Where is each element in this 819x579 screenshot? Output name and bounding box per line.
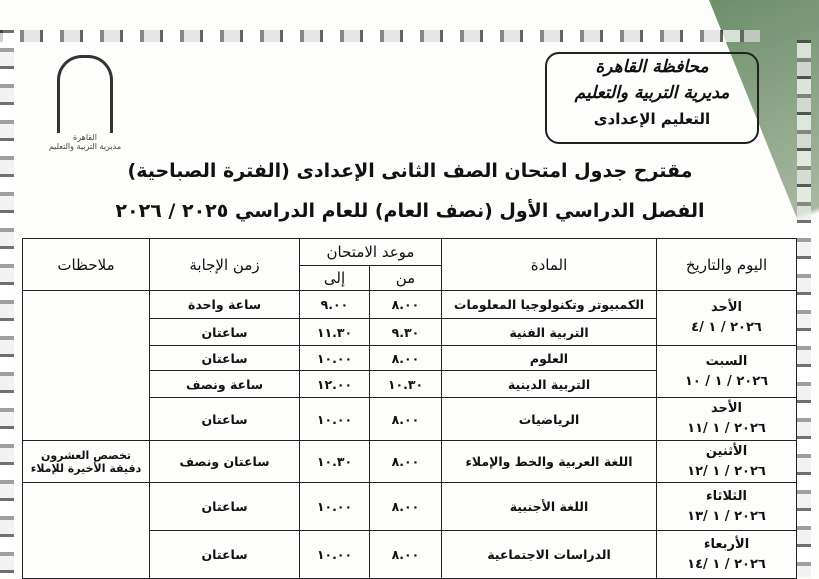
duration: ساعة ونصف (149, 370, 300, 398)
table-row: التربية الدينية ١٠.٣٠ ١٢.٠٠ ساعة ونصف (23, 370, 797, 398)
header-notes: ملاحظات (22, 238, 150, 291)
header-stage: التعليم الإعدادى (593, 110, 711, 128)
duration: ساعتان (149, 345, 300, 371)
table-row: الثلاثاء ٢٠٢٦ / ١ /١٣ اللغة الأجنبية ٨.٠٠… (22, 482, 797, 579)
duration: ساعة واحدة (149, 290, 300, 319)
day-name: الأثنين (705, 443, 748, 459)
notes-cell (22, 482, 150, 579)
day-name: الأحد (710, 401, 742, 416)
exam-schedule-table: اليوم والتاريخ المادة موعد الامتحان زمن … (22, 238, 797, 579)
to: ٩.٠٠ (299, 290, 370, 319)
table-row: الأحد ٢٠٢٦ / ١ /٤ الكمبيوتر وتكنولوجيا ال… (22, 290, 797, 441)
logo-subtext: مديرية التربية والتعليم (48, 142, 122, 151)
day-cell: الأحد ٢٠٢٦ / ١ /١١ (656, 397, 797, 441)
day-cell: الأربعاء ٢٠٢٦ / ١ /١٤ (656, 530, 797, 579)
header-subject: المادة (441, 238, 657, 291)
from: ٨.٠٠ (369, 482, 442, 531)
day-date: ٢٠٢٦ / ١ / ١٠ (684, 373, 769, 389)
day-date: ٢٠٢٦ / ١ /١١ (687, 421, 766, 436)
from: ٨.٠٠ (369, 345, 442, 371)
subject: اللغة العربية والخط والإملاء (441, 440, 657, 483)
header-duration: زمن الإجابة (149, 238, 300, 291)
day-cell: الثلاثاء ٢٠٢٦ / ١ /١٣ (656, 482, 797, 531)
decorative-border-right (797, 40, 811, 577)
day-date: ٢٠٢٦ / ١ /٤ (691, 320, 762, 335)
day-name: الثلاثاء (706, 488, 747, 504)
logo-text: القاهرة (73, 133, 97, 142)
notes-dictation: تخصص العشرون دقيقة الأخيرة للإملاء (22, 440, 150, 483)
from: ١٠.٣٠ (369, 370, 442, 398)
day-name: الأحد (710, 300, 742, 315)
day-name: الأربعاء (703, 536, 750, 552)
to: ١١.٣٠ (299, 318, 370, 346)
from: ٨.٠٠ (369, 397, 442, 441)
to: ١٠.٠٠ (299, 482, 370, 531)
subject: الكمبيوتر وتكنولوجيا المعلومات (441, 290, 657, 319)
duration: ساعتان (149, 397, 300, 441)
header-day: اليوم والتاريخ (656, 238, 797, 291)
cairo-logo: القاهرة مديرية التربية والتعليم (40, 55, 130, 165)
subject: الدراسات الاجتماعية (441, 530, 657, 579)
subject: التربية الفنية (441, 318, 657, 346)
page-subtitle: الفصل الدراسي الأول (نصف العام) للعام ال… (115, 200, 705, 222)
duration: ساعتان (149, 482, 300, 531)
from: ٩.٣٠ (369, 318, 442, 346)
subject: الرياضيات (441, 397, 657, 441)
header-governorate: محافظة القاهرة (595, 57, 709, 77)
duration: ساعتان (149, 318, 300, 346)
day-date: ٢٠٢٦ / ١ /١٢ (687, 463, 766, 479)
arch-icon (57, 55, 113, 133)
notes-cell (22, 290, 150, 441)
duration: ساعتان (149, 530, 300, 579)
from: ٨.٠٠ (369, 440, 442, 483)
day-cell: السبت ٢٠٢٦ / ١ / ١٠ (656, 345, 797, 398)
from: ٨.٠٠ (369, 530, 442, 579)
to: ١٢.٠٠ (299, 370, 370, 398)
duration: ساعتان ونصف (149, 440, 300, 483)
table-row: التربية الفنية ٩.٣٠ ١١.٣٠ ساعتان (23, 318, 797, 346)
to: ١٠.٠٠ (299, 530, 370, 579)
header-directorate: مديرية التربية والتعليم (574, 83, 730, 103)
day-cell: الأثنين ٢٠٢٦ / ١ /١٢ (656, 440, 797, 483)
day-name: السبت (705, 353, 748, 369)
to: ١٠.٠٠ (299, 397, 370, 441)
subject: العلوم (441, 345, 657, 371)
header-to: إلى (299, 265, 370, 291)
to: ١٠.٣٠ (299, 440, 370, 483)
header-box: محافظة القاهرة مديرية التربية والتعليم ا… (545, 52, 759, 144)
page-title: مقترح جدول امتحان الصف الثانى الإعدادى (… (127, 160, 693, 182)
table-row: الأثنين ٢٠٢٦ / ١ /١٢ اللغة العربية والخط … (22, 440, 797, 483)
table-row: الأحد ٢٠٢٦ / ١ /١١ الرياضيات ٨.٠٠ ١٠.٠٠ س… (23, 397, 797, 441)
subject: اللغة الأجنبية (441, 482, 657, 531)
decorative-border-left (0, 30, 14, 577)
decorative-border-top (0, 30, 760, 42)
header-slot: موعد الامتحان (299, 238, 442, 266)
from: ٨.٠٠ (369, 290, 442, 319)
header-from: من (369, 265, 442, 291)
day-cell: الأحد ٢٠٢٦ / ١ /٤ (656, 290, 797, 346)
day-date: ٢٠٢٦ / ١ /١٣ (687, 508, 766, 524)
day-date: ٢٠٢٦ / ١ /١٤ (687, 556, 766, 572)
subject: التربية الدينية (441, 370, 657, 398)
to: ١٠.٠٠ (299, 345, 370, 371)
